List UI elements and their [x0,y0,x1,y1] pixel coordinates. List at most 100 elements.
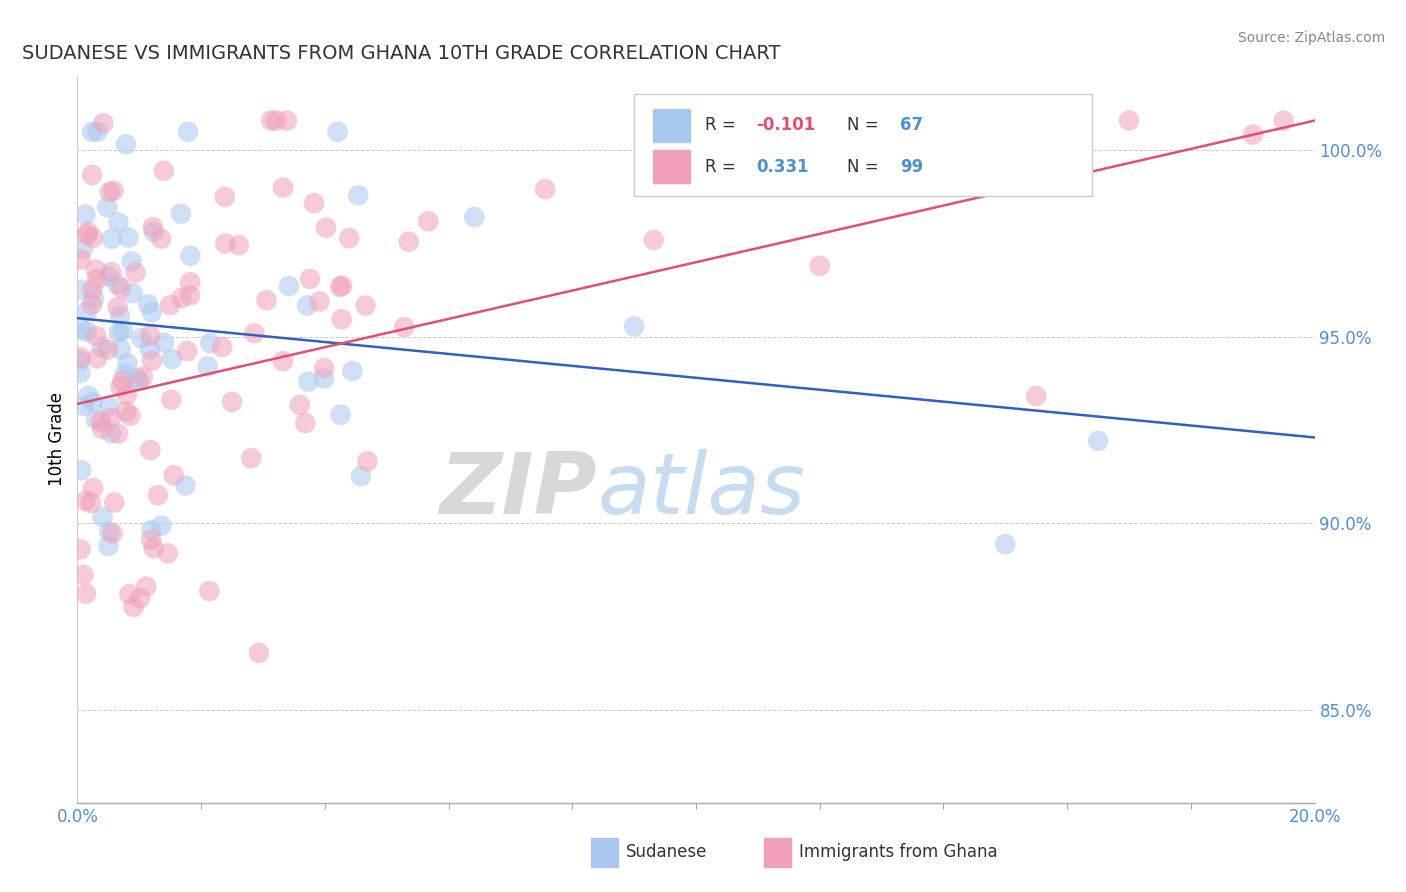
Point [329,408,352,422]
Text: 0.331: 0.331 [756,158,810,176]
Point [82,168,104,182]
Point [1087,434,1109,448]
Point [354,299,377,313]
Text: SUDANESE VS IMMIGRANTS FROM GHANA 10TH GRADE CORRELATION CHART: SUDANESE VS IMMIGRANTS FROM GHANA 10TH G… [21,44,780,63]
Point [276,113,298,128]
Point [76,325,98,339]
Bar [591,838,619,867]
Point [214,236,236,251]
Point [69,350,91,364]
Point [91,510,114,524]
Point [1118,113,1140,128]
Point [108,325,131,339]
Point [76,227,98,242]
Point [141,305,163,319]
Point [75,208,97,222]
Point [135,580,157,594]
Point [72,567,94,582]
Point [124,266,146,280]
Point [115,388,138,402]
Point [121,254,143,268]
Point [110,379,132,393]
Point [83,291,105,305]
Point [297,375,319,389]
Point [264,113,287,128]
Point [271,354,294,368]
Point [177,125,200,139]
Point [221,395,243,409]
Point [91,422,114,436]
Point [392,320,415,334]
Point [214,190,236,204]
Point [96,200,118,214]
Text: N =: N = [846,116,884,135]
Point [342,364,364,378]
Point [623,319,645,334]
Point [115,137,138,152]
Point [302,196,325,211]
Point [103,184,125,198]
Text: ZIP: ZIP [439,449,598,532]
Point [97,269,120,284]
Point [91,340,114,354]
Point [295,299,318,313]
Point [103,495,125,509]
Point [117,356,139,370]
Point [179,275,201,289]
Point [716,113,738,128]
Point [356,454,378,468]
Text: Sudanese: Sudanese [626,843,707,862]
Point [84,412,107,426]
Point [100,265,122,279]
Point [117,230,139,244]
Point [1025,389,1047,403]
Point [82,395,104,409]
Point [90,415,112,429]
Point [418,214,440,228]
Point [288,398,311,412]
Point [308,294,330,309]
Point [534,182,557,196]
Point [247,646,270,660]
Point [141,353,163,368]
Point [160,351,183,366]
Point [69,542,91,557]
Point [80,297,103,311]
Text: R =: R = [704,158,741,176]
Point [97,539,120,553]
Point [463,210,485,224]
Point [153,163,176,178]
Point [72,242,94,256]
Point [398,235,420,249]
Point [337,231,360,245]
Point [75,587,97,601]
Bar [652,151,690,183]
Point [121,286,143,301]
Point [932,113,955,128]
Point [315,220,337,235]
Point [69,353,91,368]
Point [294,416,316,430]
Point [91,116,114,130]
Text: Source: ZipAtlas.com: Source: ZipAtlas.com [1237,31,1385,45]
Point [110,281,132,295]
Point [132,369,155,384]
Point [76,304,98,318]
Point [111,374,134,388]
FancyBboxPatch shape [634,94,1092,195]
Point [69,252,91,267]
Point [197,359,219,374]
Point [198,584,221,599]
Point [80,496,103,510]
Point [142,225,165,239]
Point [141,533,163,547]
Point [298,272,321,286]
Point [277,279,299,293]
Point [73,399,96,413]
Point [228,238,250,252]
Point [163,468,186,483]
Point [243,326,266,341]
Point [160,392,183,407]
Point [86,125,108,139]
Point [115,404,138,418]
